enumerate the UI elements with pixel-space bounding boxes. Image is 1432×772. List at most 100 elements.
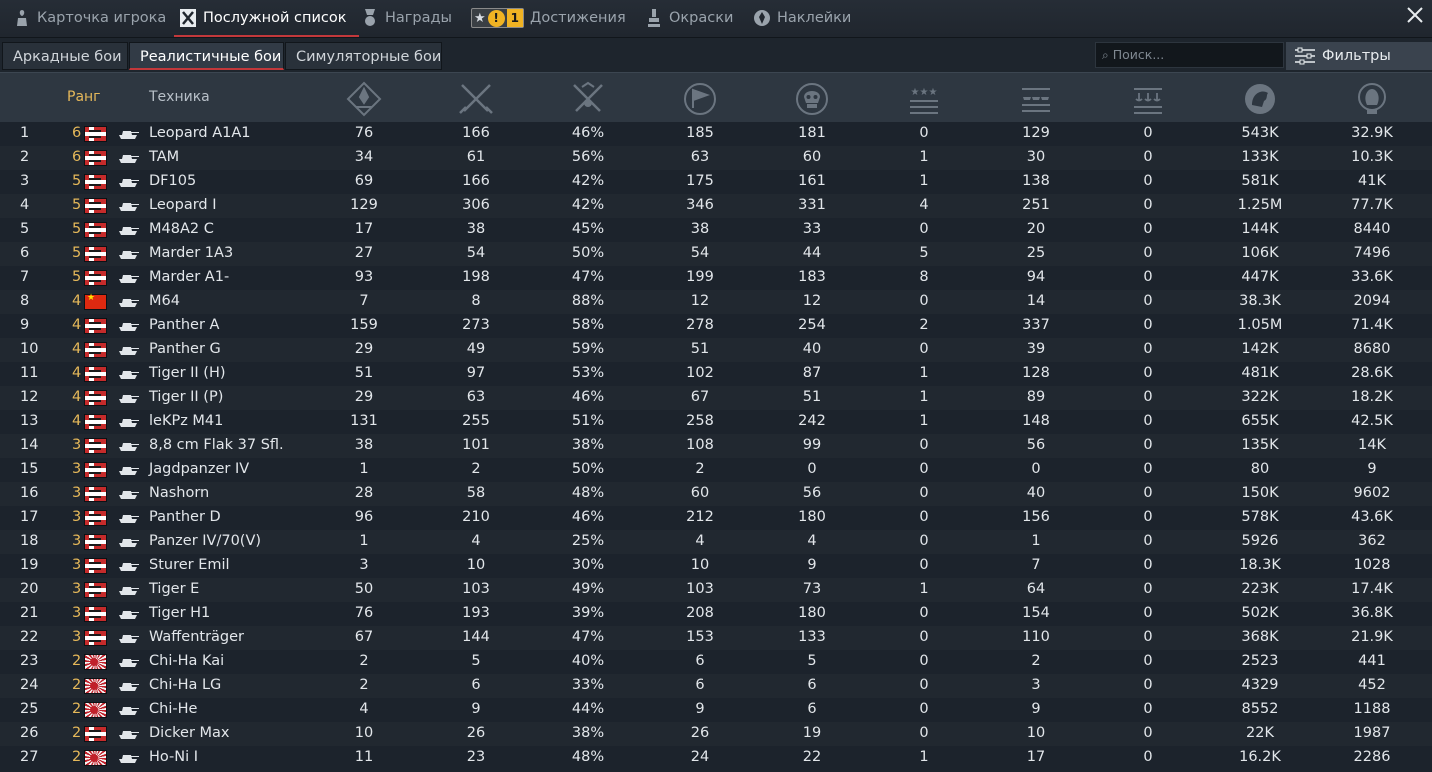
stat-battles: 101	[462, 437, 490, 453]
tank-icon	[119, 155, 139, 163]
stat-silver-lions: 142K	[1241, 341, 1279, 357]
table-row[interactable]: 25 2 Chi-He 4 9 44% 9 6 0 9 0 8552 1188	[0, 698, 1432, 722]
stat-respawns: 12	[690, 293, 710, 309]
search-input[interactable]: ⌕ Поиск...	[1095, 42, 1284, 68]
table-row[interactable]: 16 3 Nashorn 28 58 48% 60 56 0 40 0 150K 9602	[0, 482, 1432, 506]
table-row[interactable]: 3 5 DF105 69 166 42% 175 161 1 138 0 581K 41K	[0, 170, 1432, 194]
stat-ground-kills: 156	[1022, 509, 1050, 525]
row-number: 3	[20, 173, 30, 189]
stat-research-points: 36.8K	[1351, 605, 1393, 621]
stat-respawns: 24	[690, 749, 710, 765]
stat-ground-kills: 64	[1026, 581, 1046, 597]
tab-simulator-battles[interactable]: Симуляторные бои	[285, 42, 442, 70]
tank-icon	[119, 323, 139, 331]
naval-kills-icon[interactable]	[1130, 81, 1166, 117]
table-row[interactable]: 5 5 M48A2 C 17 38 45% 38 33 0 20 0 144K 8440	[0, 218, 1432, 242]
table-row[interactable]: 14 3 8,8 cm Flak 37 Sfl. 38 101 38% 108 99 0 56 0 1…	[0, 434, 1432, 458]
table-row[interactable]: 26 2 Dicker Max 10 26 38% 26 19 0 10 0 22K 1987	[0, 722, 1432, 746]
stat-respawns: 10	[690, 557, 710, 573]
stat-deaths: 87	[802, 365, 822, 381]
table-row[interactable]: 6 5 Marder 1A3 27 54 50% 54 44 5 25 0 106K 7496	[0, 242, 1432, 266]
filters-button[interactable]: Фильтры	[1286, 42, 1432, 70]
row-number: 8	[20, 293, 30, 309]
stat-battles: 9	[471, 701, 481, 717]
deaths-icon[interactable]	[794, 81, 830, 117]
stat-sessions: 27	[354, 245, 374, 261]
stat-research-points: 43.6K	[1351, 509, 1393, 525]
stat-deaths: 161	[798, 173, 826, 189]
close-button[interactable]	[1402, 6, 1428, 32]
stat-victories: 50%	[571, 245, 605, 261]
table-row[interactable]: 1 6 Leopard A1A1 76 166 46% 185 181 0 129 0 543K 32.…	[0, 122, 1432, 146]
table-row[interactable]: 22 3 Waffenträger 67 144 47% 153 133 0 110 0 368K 21…	[0, 626, 1432, 650]
rank-value: 3	[72, 581, 82, 597]
table-row[interactable]: 4 5 Leopard I 129 306 42% 346 331 4 251 0 1.25M 77.7…	[0, 194, 1432, 218]
tab-paints[interactable]: Окраски	[646, 0, 733, 36]
table-row[interactable]: 2 6 TAM 34 61 56% 63 60 1 30 0 133K 10.3K	[0, 146, 1432, 170]
stat-deaths: 56	[802, 485, 822, 501]
stat-ground-kills: 138	[1022, 173, 1050, 189]
table-row[interactable]: 27 2 Ho-Ni I 11 23 48% 24 22 1 17 0 16.2K 2286	[0, 746, 1432, 770]
stat-silver-lions: 1.25M	[1237, 197, 1283, 213]
stat-sessions: 29	[354, 341, 374, 357]
table-row[interactable]: 17 3 Panther D 96 210 46% 212 180 0 156 0 578K 43.6K	[0, 506, 1432, 530]
table-row[interactable]: 11 4 Tiger II (H) 51 97 53% 102 87 1 128 0 481K 28.6…	[0, 362, 1432, 386]
stat-naval-kills: 0	[1143, 557, 1153, 573]
stat-battles: 5	[471, 653, 481, 669]
stat-naval-kills: 0	[1143, 413, 1153, 429]
column-vehicle[interactable]: Техника	[149, 89, 210, 105]
column-rank[interactable]: Ранг	[67, 89, 101, 105]
vehicle-name: Ho-Ni I	[149, 749, 199, 765]
table-row[interactable]: 10 4 Panther G 29 49 59% 51 40 0 39 0 142K 8680	[0, 338, 1432, 362]
tab-arcade-battles[interactable]: Аркадные бои	[2, 42, 128, 70]
vehicle-name: leKPz M41	[149, 413, 224, 429]
tab-awards[interactable]: Награды	[362, 0, 452, 36]
nation-flag-de-icon	[84, 270, 107, 286]
table-row[interactable]: 19 3 Sturer Emil 3 10 30% 10 9 0 7 0 18.3K 1028	[0, 554, 1432, 578]
nation-flag-de-icon	[84, 558, 107, 574]
stat-research-points: 362	[1358, 533, 1386, 549]
table-row[interactable]: 8 4 M64 7 8 88% 12 12 0 14 0 38.3K 2094	[0, 290, 1432, 314]
vehicle-name: Leopard A1A1	[149, 125, 251, 141]
stat-research-points: 8440	[1353, 221, 1391, 237]
table-row[interactable]: 9 4 Panther A 159 273 58% 278 254 2 337 0 1.05M 71.4…	[0, 314, 1432, 338]
research-points-icon[interactable]	[1354, 81, 1390, 117]
silver-lions-icon[interactable]	[1242, 81, 1278, 117]
tab-achievements-label: Достижения	[530, 10, 626, 26]
stat-sessions: 11	[354, 749, 374, 765]
victories-icon[interactable]	[570, 81, 606, 117]
battles-icon[interactable]	[458, 81, 494, 117]
sessions-icon[interactable]	[346, 81, 382, 117]
tab-achievements[interactable]: ★ ! 1 Достижения	[471, 0, 626, 36]
stat-respawns: 153	[686, 629, 714, 645]
table-row[interactable]: 20 3 Tiger E 50 103 49% 103 73 1 64 0 223K 17.4K	[0, 578, 1432, 602]
stat-deaths: 40	[802, 341, 822, 357]
stat-sessions: 50	[354, 581, 374, 597]
rank-value: 2	[72, 749, 82, 765]
table-row[interactable]: 21 3 Tiger H1 76 193 39% 208 180 0 154 0 502K 36.8K	[0, 602, 1432, 626]
tab-player-card[interactable]: Карточка игрока	[14, 0, 166, 36]
stat-respawns: 54	[690, 245, 710, 261]
table-row[interactable]: 12 4 Tiger II (P) 29 63 46% 67 51 1 89 0 322K 18.2K	[0, 386, 1432, 410]
table-row[interactable]: 23 2 Chi-Ha Kai 2 5 40% 6 5 0 2 0 2523 441	[0, 650, 1432, 674]
stat-silver-lions: 581K	[1241, 173, 1279, 189]
stat-silver-lions: 447K	[1241, 269, 1279, 285]
table-row[interactable]: 15 3 Jagdpanzer IV 1 2 50% 2 0 0 0 0 80 9	[0, 458, 1432, 482]
table-row[interactable]: 7 5 Marder A1- 93 198 47% 199 183 8 94 0 447K 33.6K	[0, 266, 1432, 290]
tab-service-record[interactable]: Послужной список	[174, 0, 359, 37]
stat-deaths: 60	[802, 149, 822, 165]
stat-ground-kills: 0	[1031, 461, 1041, 477]
air-kills-icon[interactable]: ★★★	[906, 81, 942, 117]
stat-victories: 53%	[571, 365, 605, 381]
stat-silver-lions: 144K	[1241, 221, 1279, 237]
table-row[interactable]: 18 3 Panzer IV/70(V) 1 4 25% 4 4 0 1 0 5926 362	[0, 530, 1432, 554]
ground-kills-icon[interactable]	[1018, 81, 1054, 117]
tab-realistic-battles[interactable]: Реалистичные бои	[129, 42, 284, 70]
table-row[interactable]: 13 4 leKPz M41 131 255 51% 258 242 1 148 0 655K 42.5…	[0, 410, 1432, 434]
tab-decals[interactable]: Наклейки	[754, 0, 851, 36]
respawns-icon[interactable]	[682, 81, 718, 117]
table-row[interactable]: 24 2 Chi-Ha LG 2 6 33% 6 6 0 3 0 4329 452	[0, 674, 1432, 698]
stat-sessions: 76	[354, 125, 374, 141]
stat-ground-kills: 110	[1022, 629, 1050, 645]
rank-value: 2	[72, 653, 82, 669]
